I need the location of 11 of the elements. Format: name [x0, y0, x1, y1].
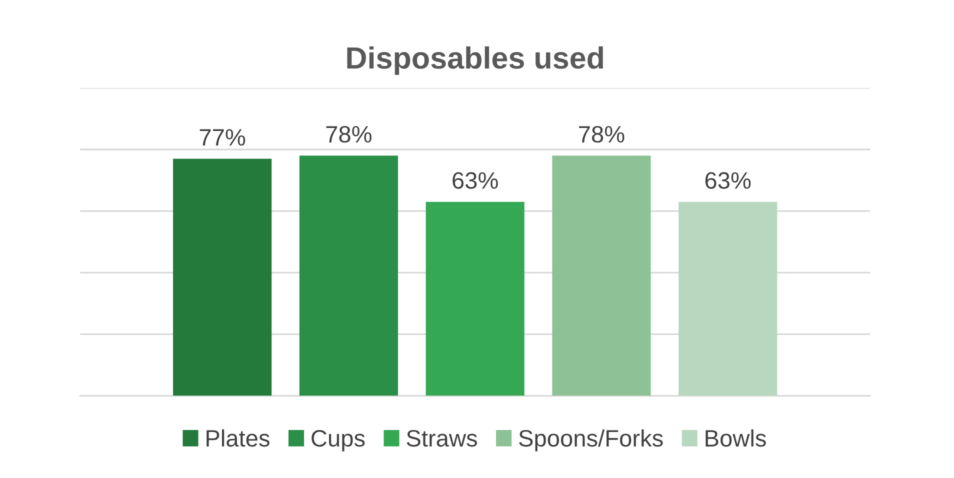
chart-title: Disposables used — [347, 46, 603, 75]
data-label: 77% — [200, 129, 246, 146]
data-label: 78% — [579, 126, 624, 143]
legend-label: Straws — [406, 430, 477, 447]
legend-label: Bowls — [706, 429, 766, 447]
data-label: 63% — [705, 172, 751, 189]
data-label: 78% — [326, 126, 372, 143]
legend-label: Plates — [206, 429, 270, 447]
legend-label: Spoons/Forks — [519, 429, 663, 452]
data-label: 63% — [452, 172, 498, 189]
legend-label: Cups — [312, 430, 365, 452]
